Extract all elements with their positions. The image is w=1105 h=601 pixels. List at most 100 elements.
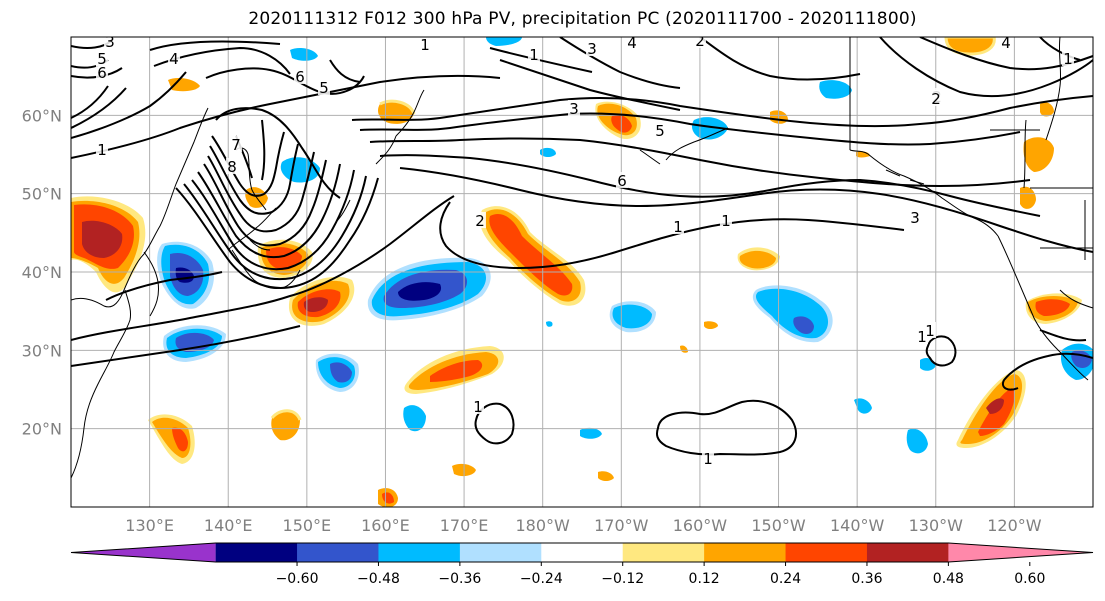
pv-label-bg (474, 212, 486, 228)
pv-label-bg (1062, 50, 1074, 66)
precipitation-shading (71, 37, 1093, 507)
colorbar-tick-label: 0.24 (770, 571, 801, 587)
pv-contour-label: 4 (1001, 34, 1011, 52)
pv-label-bg (96, 141, 108, 157)
pv-contour-label: 8 (227, 158, 237, 176)
pv-contour-label: 2 (475, 212, 485, 230)
pv-contour-label: 1 (420, 36, 430, 54)
lon-label: 150°E (283, 516, 332, 535)
pv-contour-label: 2 (931, 90, 941, 108)
pv-label-bg (419, 37, 431, 52)
colorbar-segment (459, 543, 542, 562)
colorbar-segment (215, 543, 298, 562)
pv-contour-label: 1 (917, 328, 927, 346)
latitude-labels: 20°N 30°N 40°N 50°N 60°N (22, 106, 62, 438)
lon-label: 130°E (125, 516, 174, 535)
lon-label: 140°W (830, 516, 885, 535)
colorbar (70, 542, 1094, 563)
pv-label-bg (568, 100, 580, 116)
lon-label: 170°E (440, 516, 489, 535)
map-title: 2020111312 F012 300 hPa PV, precipitatio… (248, 9, 917, 29)
pv-contour-label: 2 (695, 32, 705, 50)
colorbar-outline (70, 542, 1094, 563)
lat-label: 20°N (22, 420, 62, 439)
colorbar-segment (622, 543, 705, 562)
pv-label-bg (528, 46, 540, 62)
pv-label-bg (104, 37, 116, 49)
pv-label-bg (702, 450, 714, 466)
pv-contour-label: 1 (473, 398, 483, 416)
lon-label: 120°W (987, 516, 1042, 535)
lat-label: 60°N (22, 106, 62, 125)
lat-label: 30°N (22, 341, 62, 360)
pv-contour-label: 5 (97, 50, 107, 68)
pv-label-bg (924, 322, 936, 338)
pv-label-bg (168, 50, 180, 66)
lon-label: 160°W (673, 516, 728, 535)
pv-contour-label: 1 (529, 46, 539, 64)
lon-label: 150°W (751, 516, 806, 535)
pv-label-bg (672, 218, 684, 234)
pv-contour-label: 5 (655, 122, 665, 140)
pv-contour-label: 4 (169, 50, 179, 68)
pv-contour-label: 1 (97, 141, 107, 159)
lon-label: 160°E (361, 516, 410, 535)
pv-label-bg (230, 136, 242, 152)
colorbar-segment (866, 543, 949, 562)
pv-label-bg (1000, 37, 1012, 50)
colorbar-extend-max (948, 543, 1093, 562)
colorbar-tick-label: 0.60 (1014, 571, 1045, 587)
pv-contour-label: 1 (673, 218, 683, 236)
colorbar-tick-label: −0.36 (438, 571, 481, 587)
colorbar-tick-labels: −0.60 −0.48 −0.36 −0.24 −0.12 0.12 0.24 0.36 0.4… (276, 562, 1045, 587)
pv-contour-label: 7 (231, 136, 241, 154)
pv-contour-labels: 35641126534213562111342178111 (96, 32, 1074, 468)
lon-label: 140°E (204, 516, 253, 535)
pv-contour-label: 4 (627, 34, 637, 52)
pv-contour-label: 1 (721, 212, 731, 230)
pv-contour-label: 6 (617, 172, 627, 190)
colorbar-tick-label: −0.60 (276, 571, 319, 587)
lon-label: 180°W (516, 516, 571, 535)
pv-label-bg (626, 37, 638, 50)
lat-label: 40°N (22, 263, 62, 282)
colorbar-segment (704, 543, 787, 562)
pv-contour-label: 1 (1063, 50, 1073, 68)
colorbar-segment (378, 543, 461, 562)
pv-label-bg (694, 37, 706, 48)
colorbar-segment (785, 543, 868, 562)
pv-label-bg (226, 158, 238, 174)
pv-label-bg (96, 64, 108, 80)
pv-contour-label: 3 (105, 33, 115, 51)
pv-label-bg (616, 172, 628, 188)
pv-contour-label: 3 (569, 100, 579, 118)
pv-label-bg (318, 79, 330, 95)
longitude-labels: 130°E 140°E 150°E 160°E 170°E 180°W 170°W 160°W… (125, 516, 1041, 535)
lon-label: 130°W (909, 516, 964, 535)
colorbar-extend-min (71, 543, 216, 562)
colorbar-tick-label: 0.36 (851, 571, 882, 587)
pv-label-bg (654, 122, 666, 138)
colorbar-segment (541, 543, 624, 562)
colorbar-segment (297, 543, 379, 562)
pv-contour-label: 3 (910, 209, 920, 227)
pv-contour-label: 1 (703, 450, 713, 468)
pv-label-bg (720, 212, 732, 228)
colorbar-tick-label: −0.24 (520, 571, 563, 587)
pv-label-bg (909, 209, 921, 225)
pv-label-bg (472, 398, 484, 414)
colorbar-tick-label: −0.12 (601, 571, 644, 587)
pv-label-bg (930, 90, 942, 106)
pv-contour-label: 1 (925, 322, 935, 340)
pv-label-bg (96, 50, 108, 66)
pv-label-bg (294, 68, 306, 84)
colorbar-tick-label: 0.48 (933, 571, 964, 587)
pv-contour-label: 3 (587, 40, 597, 58)
pv-contour-label: 6 (97, 64, 107, 82)
colorbar-tick-label: −0.48 (357, 571, 400, 587)
lat-label: 50°N (22, 185, 62, 204)
pv-label-bg (586, 40, 598, 56)
pv-contour-label: 6 (295, 68, 305, 86)
colorbar-tick-label: 0.12 (689, 571, 720, 587)
